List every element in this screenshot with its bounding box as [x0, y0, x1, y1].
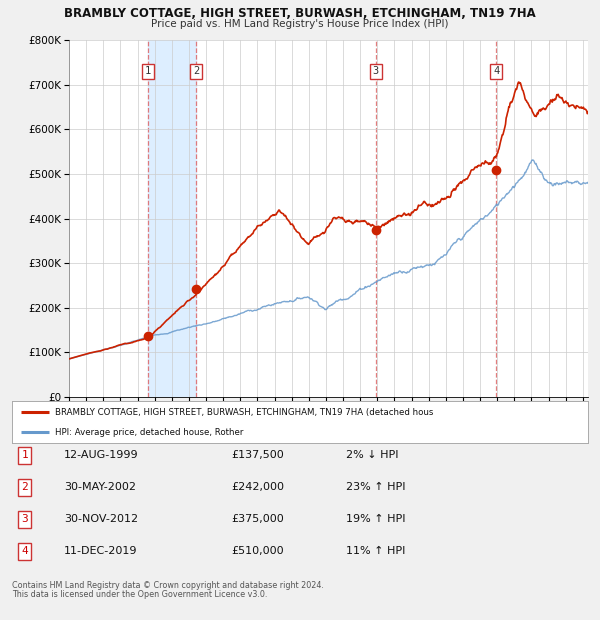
Text: 30-MAY-2002: 30-MAY-2002 [64, 482, 136, 492]
Text: 4: 4 [21, 546, 28, 556]
Text: 1: 1 [145, 66, 151, 76]
Text: £242,000: £242,000 [231, 482, 284, 492]
Text: BRAMBLY COTTAGE, HIGH STREET, BURWASH, ETCHINGHAM, TN19 7HA: BRAMBLY COTTAGE, HIGH STREET, BURWASH, E… [64, 7, 536, 20]
Text: £510,000: £510,000 [231, 546, 284, 556]
Text: 2% ↓ HPI: 2% ↓ HPI [346, 450, 398, 460]
Text: Price paid vs. HM Land Registry's House Price Index (HPI): Price paid vs. HM Land Registry's House … [151, 19, 449, 29]
Text: 3: 3 [21, 514, 28, 524]
Text: This data is licensed under the Open Government Licence v3.0.: This data is licensed under the Open Gov… [12, 590, 268, 600]
Text: HPI: Average price, detached house, Rother: HPI: Average price, detached house, Roth… [55, 428, 244, 436]
Text: £375,000: £375,000 [231, 514, 284, 524]
Text: Contains HM Land Registry data © Crown copyright and database right 2024.: Contains HM Land Registry data © Crown c… [12, 581, 324, 590]
Text: £137,500: £137,500 [231, 450, 284, 460]
Text: 19% ↑ HPI: 19% ↑ HPI [346, 514, 406, 524]
Text: 11% ↑ HPI: 11% ↑ HPI [346, 546, 406, 556]
Text: 1: 1 [21, 450, 28, 460]
Bar [148, 40, 196, 397]
Text: 3: 3 [373, 66, 379, 76]
Text: 12-AUG-1999: 12-AUG-1999 [64, 450, 139, 460]
Text: 30-NOV-2012: 30-NOV-2012 [64, 514, 138, 524]
Text: BRAMBLY COTTAGE, HIGH STREET, BURWASH, ETCHINGHAM, TN19 7HA (detached hous: BRAMBLY COTTAGE, HIGH STREET, BURWASH, E… [55, 408, 434, 417]
Text: 23% ↑ HPI: 23% ↑ HPI [346, 482, 406, 492]
Text: 2: 2 [21, 482, 28, 492]
Text: 2: 2 [193, 66, 199, 76]
Text: 4: 4 [493, 66, 499, 76]
Text: 11-DEC-2019: 11-DEC-2019 [64, 546, 137, 556]
